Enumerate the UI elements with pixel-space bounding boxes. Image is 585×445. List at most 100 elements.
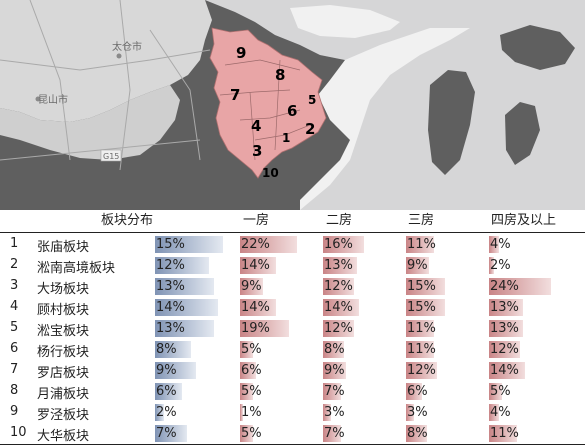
table-row: 10 大华板块 7% 5% 7% 8% 11% xyxy=(0,423,585,444)
cell-value: 4% xyxy=(490,405,511,420)
data-bar xyxy=(406,299,445,316)
data-bar xyxy=(323,236,365,253)
data-bar xyxy=(240,362,256,379)
cell-value: 14% xyxy=(490,363,519,378)
data-bar xyxy=(323,257,357,274)
cell-value: 7% xyxy=(324,426,345,441)
cell-value: 3% xyxy=(407,405,428,420)
cell-c1: 5% xyxy=(240,383,302,400)
cell-value: 2% xyxy=(156,405,177,420)
table-row: 1 张庙板块 15% 22% 16% 11% 4% xyxy=(0,234,585,255)
cell-c3: 15% xyxy=(406,278,468,295)
table-row: 4 顾村板块 14% 14% 14% 15% 13% xyxy=(0,297,585,318)
header-area: 板块分布 xyxy=(101,213,154,228)
cell-c4: 14% xyxy=(489,362,551,379)
table-row: 2 淞南高境板块 12% 14% 13% 9% 2% xyxy=(0,255,585,276)
cell-c3: 15% xyxy=(406,299,468,316)
cell-c2: 14% xyxy=(323,299,385,316)
cell-c2: 13% xyxy=(323,257,385,274)
cell-c2: 7% xyxy=(323,383,385,400)
district-label: 7 xyxy=(230,86,240,104)
map: 9 8 7 5 6 4 1 2 3 10 太仓市 昆山市 G15 xyxy=(0,0,585,210)
cell-c1: 5% xyxy=(240,425,302,442)
cell-value: 14% xyxy=(241,258,270,273)
cell-value: 8% xyxy=(324,342,345,357)
cell-value: 12% xyxy=(324,321,353,336)
island-north xyxy=(290,5,400,38)
cell-c2: 3% xyxy=(323,404,385,421)
row-index: 10 xyxy=(10,425,27,440)
district-label: 9 xyxy=(236,44,246,62)
cell-c2: 9% xyxy=(323,362,385,379)
cell-value: 7% xyxy=(324,384,345,399)
data-bar xyxy=(489,425,518,442)
cell-value: 15% xyxy=(156,237,185,252)
cell-value: 24% xyxy=(490,279,519,294)
cell-c4: 5% xyxy=(489,383,551,400)
cell-value: 8% xyxy=(156,342,177,357)
data-bar xyxy=(155,236,223,253)
cell-c4: 13% xyxy=(489,299,551,316)
cell-area: 12% xyxy=(155,257,223,274)
row-index: 9 xyxy=(10,404,19,419)
data-bar xyxy=(240,278,264,295)
island-east xyxy=(500,25,575,70)
cell-c2: 7% xyxy=(323,425,385,442)
data-bar xyxy=(323,320,354,337)
cell-value: 9% xyxy=(156,363,177,378)
data-bar xyxy=(406,362,437,379)
island-middle xyxy=(428,70,475,175)
data-bar xyxy=(155,299,219,316)
cell-value: 6% xyxy=(156,384,177,399)
cell-value: 22% xyxy=(241,237,270,252)
cell-area: 2% xyxy=(155,404,223,421)
data-bar xyxy=(323,362,347,379)
data-bar xyxy=(323,425,342,442)
cell-value: 15% xyxy=(407,300,436,315)
cell-value: 6% xyxy=(407,384,428,399)
road-lines xyxy=(0,0,211,171)
city-dot xyxy=(35,96,41,102)
district-label: 8 xyxy=(275,66,285,84)
cell-value: 9% xyxy=(241,279,262,294)
cell-c1: 5% xyxy=(240,341,302,358)
data-bar xyxy=(155,278,214,295)
water-area xyxy=(205,0,585,210)
cell-value: 9% xyxy=(324,363,345,378)
header-two-room: 二房 xyxy=(326,213,353,228)
district-borders xyxy=(219,59,311,161)
row-index: 2 xyxy=(10,257,19,272)
cell-value: 13% xyxy=(156,279,185,294)
header-one-room: 一房 xyxy=(243,213,270,228)
county-area xyxy=(0,0,212,122)
table-row: 6 杨行板块 8% 5% 8% 11% 12% xyxy=(0,339,585,360)
county-area-2 xyxy=(0,85,180,160)
cell-value: 12% xyxy=(407,363,436,378)
cell-value: 3% xyxy=(324,405,345,420)
cell-area: 15% xyxy=(155,236,223,253)
data-bar xyxy=(406,341,435,358)
cell-value: 7% xyxy=(156,426,177,441)
district-area xyxy=(209,27,327,179)
data-bar xyxy=(323,383,342,400)
cell-c4: 12% xyxy=(489,341,551,358)
data-bar xyxy=(406,383,422,400)
district-label: 4 xyxy=(251,117,261,135)
district-label: 1 xyxy=(282,131,290,145)
cell-area: 8% xyxy=(155,341,223,358)
row-district-name: 罗店板块 xyxy=(37,366,90,381)
data-bar xyxy=(406,425,427,442)
cell-c3: 11% xyxy=(406,320,468,337)
cell-value: 5% xyxy=(490,384,511,399)
row-district-name: 淞南高境板块 xyxy=(37,261,116,276)
cell-c4: 24% xyxy=(489,278,551,295)
cell-c3: 11% xyxy=(406,236,468,253)
cell-c1: 14% xyxy=(240,299,302,316)
table-row: 5 淞宝板块 13% 19% 12% 11% 13% xyxy=(0,318,585,339)
data-bar xyxy=(240,320,290,337)
row-district-name: 张庙板块 xyxy=(37,240,90,255)
data-bar xyxy=(155,257,210,274)
table-row: 3 大场板块 13% 9% 12% 15% 24% xyxy=(0,276,585,297)
cell-c4: 13% xyxy=(489,320,551,337)
cell-c2: 16% xyxy=(323,236,385,253)
